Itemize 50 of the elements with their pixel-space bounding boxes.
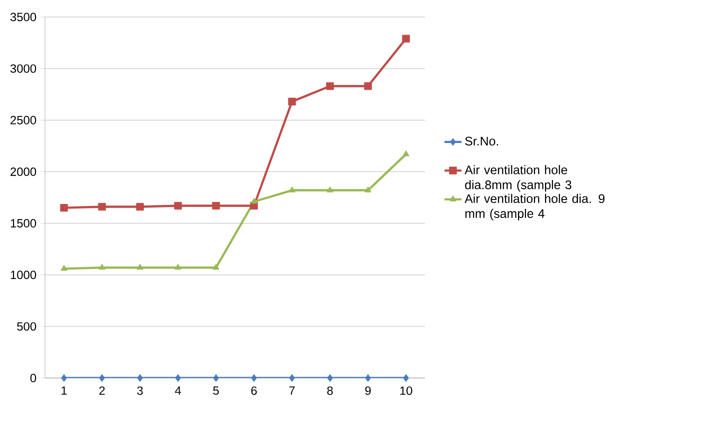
point [402, 34, 410, 42]
x-tick-label: 5 [213, 386, 219, 395]
y-tick-label: 3500 [10, 12, 36, 22]
x-tick-label: 3 [137, 386, 143, 395]
point [136, 264, 144, 270]
x-tick-label: 6 [251, 386, 257, 395]
point [61, 374, 67, 382]
point [326, 82, 334, 90]
point [99, 374, 105, 382]
legend-label: Sr.No. [465, 136, 498, 146]
x-tick-label: 4 [174, 386, 181, 395]
point [251, 374, 257, 382]
y-tick-label: 500 [17, 322, 36, 331]
point [364, 82, 372, 90]
y-tick-label: 3000 [10, 64, 36, 73]
x-tick-label: 8 [327, 386, 333, 395]
x-tick-label: 10 [400, 386, 412, 395]
point [60, 204, 68, 212]
point [289, 374, 295, 382]
point [98, 202, 106, 211]
point [327, 374, 333, 382]
y-tick-label: 2500 [10, 116, 36, 124]
x-tick-label: 2 [99, 386, 105, 395]
point [403, 374, 409, 382]
point [212, 264, 220, 270]
point [174, 264, 182, 270]
x-tick-label: 1 [62, 386, 67, 395]
y-tick-label: 1000 [10, 270, 36, 280]
point [288, 98, 296, 106]
y-tick-label: 2000 [10, 167, 36, 176]
point [136, 202, 144, 211]
point [60, 264, 68, 271]
point [250, 198, 258, 204]
point [402, 150, 410, 156]
point [212, 202, 220, 210]
legend-label: Air ventilation hole dia. 9 mm (sample 4 [464, 194, 604, 220]
point [364, 186, 372, 192]
point [137, 374, 143, 382]
point [213, 374, 219, 382]
point [326, 186, 334, 192]
point [365, 374, 371, 382]
y-tick-label: 0 [30, 374, 36, 382]
point [288, 186, 296, 192]
y-tick-label: 1500 [10, 219, 36, 228]
point [174, 202, 182, 210]
point [98, 264, 106, 270]
x-tick-label: 9 [365, 386, 371, 395]
x-tick-label: 7 [289, 386, 295, 395]
legend-label: Air ventilation hole dia.8mm (sample 3 [464, 165, 572, 192]
point [175, 374, 181, 382]
